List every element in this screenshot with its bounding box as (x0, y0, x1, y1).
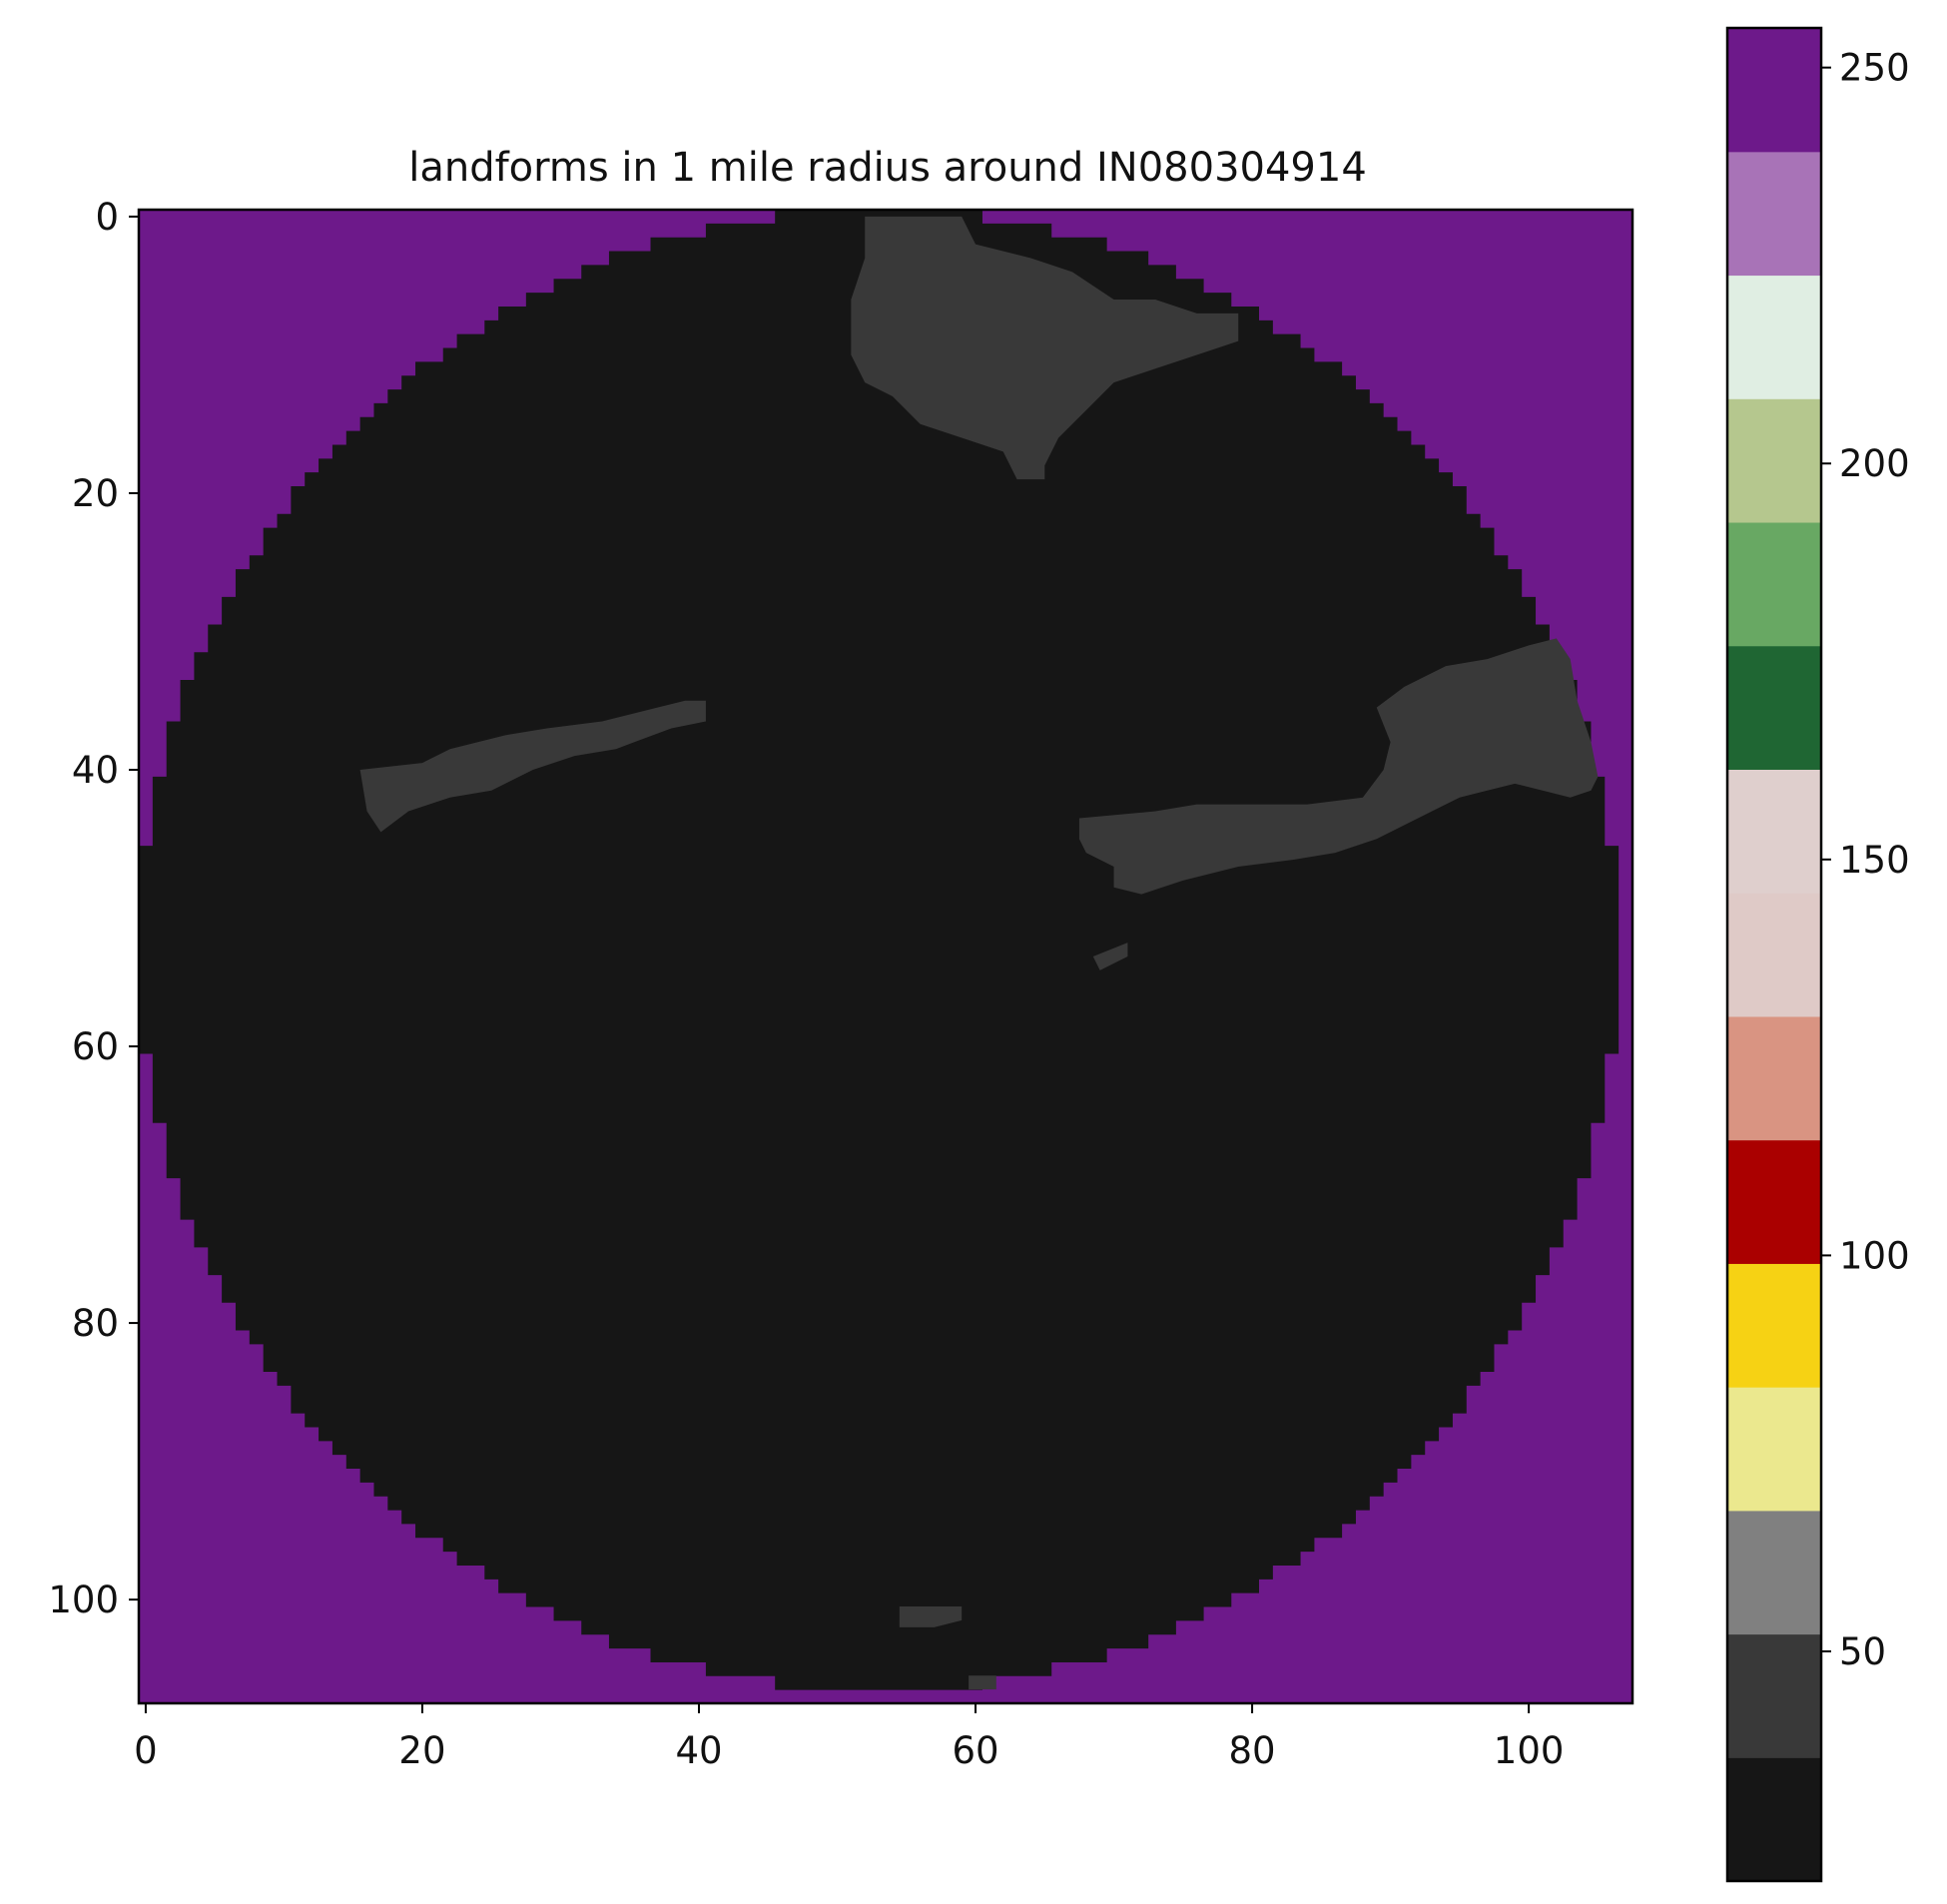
y-tick-label: 60 (72, 1025, 119, 1068)
colorbar-segment (1727, 275, 1821, 399)
colorbar-segment (1727, 1387, 1821, 1512)
x-tick-label: 20 (398, 1729, 445, 1772)
colorbar-segment (1727, 1015, 1821, 1141)
colorbar-segment (1727, 893, 1821, 1017)
x-axis: 0 20 40 60 80 100 (134, 1703, 1564, 1772)
colorbar-segment (1727, 1263, 1821, 1388)
colorbar-segment (1727, 1633, 1821, 1758)
y-tick-label: 100 (48, 1579, 119, 1621)
colorbar-tick-label: 50 (1839, 1630, 1886, 1673)
y-axis: 0 20 40 60 80 100 (48, 196, 139, 1621)
x-tick-label: 80 (1229, 1729, 1276, 1772)
colorbar-tick-label: 100 (1839, 1234, 1910, 1277)
x-tick-label: 0 (134, 1729, 158, 1772)
colorbar-frame (1725, 26, 1823, 1883)
colorbar-segment (1727, 398, 1821, 523)
colorbar-segment (1727, 769, 1821, 894)
heatmap-cells (139, 210, 1632, 1703)
colorbar-segment (1727, 1757, 1821, 1882)
x-tick-label: 40 (675, 1729, 722, 1772)
heatmap-disk (139, 210, 1620, 1690)
x-tick-label: 60 (952, 1729, 998, 1772)
y-tick-label: 20 (72, 472, 119, 515)
y-tick-label: 80 (72, 1302, 119, 1345)
chart-title: landforms in 1 mile radius around IN0803… (408, 145, 1367, 191)
landform-patch-5 (899, 1606, 963, 1627)
colorbar-segment (1727, 645, 1821, 770)
y-tick-label: 0 (95, 196, 119, 239)
landform-patch-1 (851, 216, 1239, 480)
colorbar-tick-label: 150 (1839, 839, 1910, 882)
landform-patches (359, 216, 1599, 1690)
colorbar-segment (1727, 1510, 1821, 1635)
landform-patch-6 (969, 1675, 996, 1690)
axes-frame (137, 208, 1634, 1705)
colorbar-segment (1727, 521, 1821, 647)
landform-patch-4 (1092, 943, 1128, 970)
colorbar-tick-label: 250 (1839, 47, 1910, 90)
colorbar-tick-label: 200 (1839, 442, 1910, 485)
landform-patch-3 (1078, 638, 1599, 895)
colorbar-segment (1727, 151, 1821, 277)
colorbar-segment (1727, 1139, 1821, 1264)
x-tick-label: 100 (1494, 1729, 1565, 1772)
y-tick-label: 40 (72, 749, 119, 792)
colorbar: 50 100 150 200 250 (1725, 26, 1910, 1883)
landform-patch-2 (359, 700, 706, 833)
colorbar-segment (1727, 28, 1821, 153)
